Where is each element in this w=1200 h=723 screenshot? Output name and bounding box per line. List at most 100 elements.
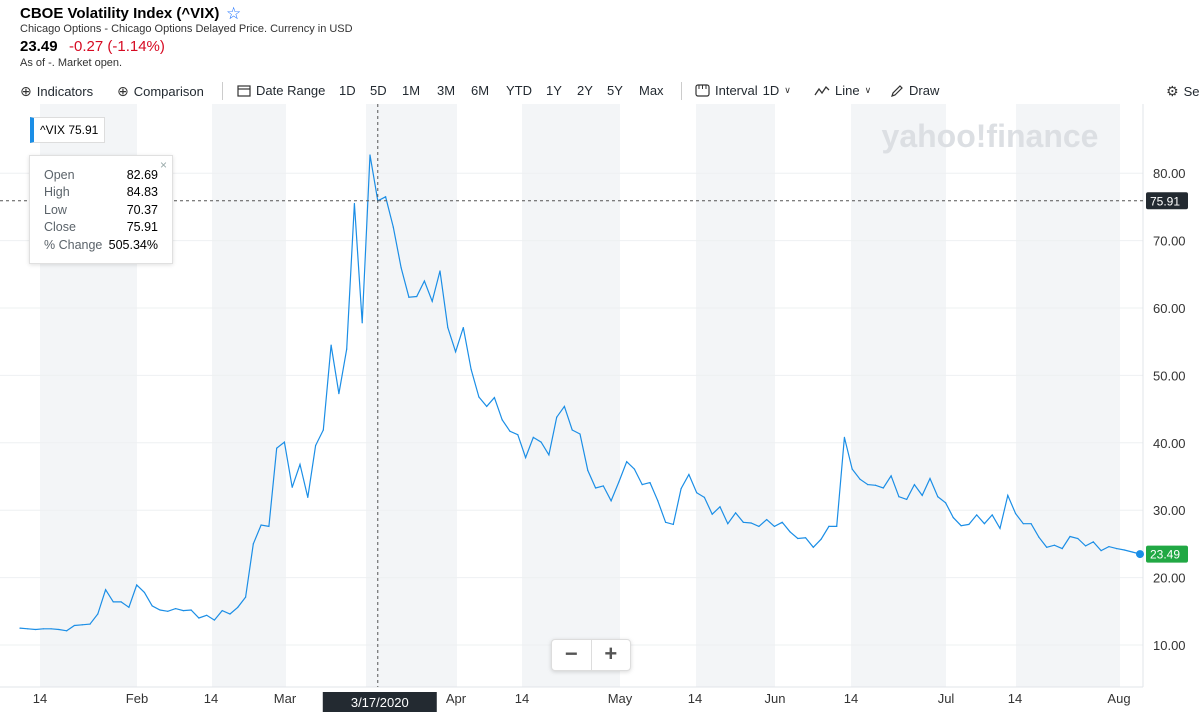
last-price-label: 23.49 xyxy=(1150,548,1180,562)
ohlc-value: 75.91 xyxy=(126,220,158,234)
series-point xyxy=(369,154,371,156)
series-point xyxy=(649,481,651,484)
month-band xyxy=(212,104,286,687)
series-point xyxy=(431,300,433,302)
month-bands xyxy=(40,104,1120,687)
range-max[interactable]: Max xyxy=(639,83,664,98)
month-band xyxy=(1016,104,1120,687)
zoom-in-button[interactable]: + xyxy=(604,641,618,666)
series-point xyxy=(1069,535,1071,538)
series-point xyxy=(999,527,1001,529)
quote-title: CBOE Volatility Index (^VIX) xyxy=(20,5,220,22)
close-icon[interactable]: × xyxy=(159,158,167,172)
range-1d[interactable]: 1D xyxy=(339,83,356,98)
ohlc-value: 82.69 xyxy=(126,168,158,182)
range-3m[interactable]: 3M xyxy=(437,83,456,98)
series-point xyxy=(524,457,527,459)
range-6m[interactable]: 6M xyxy=(471,83,490,98)
range-2y[interactable]: 2Y xyxy=(577,83,593,98)
range-5y[interactable]: 5Y xyxy=(607,83,623,98)
range-ytd[interactable]: YTD xyxy=(506,83,532,98)
month-band xyxy=(366,104,457,687)
series-point xyxy=(509,430,511,432)
zoom-controls: − + xyxy=(551,639,631,671)
series-point xyxy=(548,454,550,456)
range-5d[interactable]: 5D xyxy=(370,83,387,98)
series-point xyxy=(66,630,68,632)
comparison-button[interactable]: ⊕ Comparison xyxy=(117,83,204,100)
series-point xyxy=(532,436,534,439)
series-point xyxy=(1100,550,1102,552)
series-point xyxy=(1084,545,1087,547)
x-tick-label: 14 xyxy=(204,691,218,706)
series-point xyxy=(276,447,278,449)
zoom-out-button[interactable]: − xyxy=(564,641,578,666)
watchlist-star-icon[interactable]: ☆ xyxy=(226,4,242,23)
series-point xyxy=(641,483,643,486)
series-point xyxy=(657,500,659,502)
series-point xyxy=(478,396,480,398)
series-point xyxy=(237,606,239,608)
series-point xyxy=(229,613,231,615)
series-point xyxy=(921,494,923,496)
y-tick-label: 50.00 xyxy=(1153,368,1186,383)
series-point xyxy=(384,196,387,198)
y-tick-label: 40.00 xyxy=(1153,436,1186,451)
series-point xyxy=(773,525,776,527)
series-point xyxy=(579,433,581,435)
series-point xyxy=(346,348,348,350)
series-point xyxy=(812,546,814,548)
series-point xyxy=(314,444,317,447)
range-1m[interactable]: 1M xyxy=(402,83,421,98)
toolbar-divider xyxy=(681,82,682,100)
pencil-icon xyxy=(891,84,903,97)
series-point xyxy=(859,478,861,480)
series-point xyxy=(976,514,978,516)
range-1y[interactable]: 1Y xyxy=(546,83,562,98)
date-range-button[interactable]: Date Range xyxy=(237,83,325,98)
ohlc-label: High xyxy=(44,185,70,199)
series-point xyxy=(1030,523,1032,525)
series-point xyxy=(1061,548,1063,550)
series-point xyxy=(882,487,884,489)
chart-legend[interactable]: ^VIX 75.91 xyxy=(30,117,106,143)
series-point xyxy=(291,486,293,488)
crosshair-date-badge xyxy=(322,692,437,712)
series-point xyxy=(97,613,99,615)
settings-label: Se xyxy=(1183,84,1200,99)
series-point xyxy=(136,584,138,586)
x-tick-label: Aug xyxy=(1107,691,1130,706)
series-point xyxy=(944,502,947,504)
series-point xyxy=(727,523,729,525)
interval-button[interactable]: Interval 1D ∨ xyxy=(695,83,791,98)
series-point xyxy=(937,496,939,498)
series-point xyxy=(408,296,410,298)
series-point xyxy=(750,522,752,524)
series-point xyxy=(898,496,900,498)
y-tick-label: 60.00 xyxy=(1153,301,1186,316)
series-point xyxy=(867,483,869,486)
series-point xyxy=(361,322,363,324)
chevron-down-icon: ∨ xyxy=(864,85,872,95)
series-point xyxy=(307,496,309,498)
interval-value: 1D xyxy=(762,83,780,98)
toolbar-divider xyxy=(222,82,223,100)
series-point xyxy=(626,461,628,463)
series-point xyxy=(983,523,986,525)
series-point xyxy=(587,469,589,472)
series-point xyxy=(804,537,807,539)
settings-button[interactable]: ⚙ Se xyxy=(1166,83,1199,100)
draw-button[interactable]: Draw xyxy=(890,83,939,98)
plus-circle-icon: ⊕ xyxy=(20,83,32,99)
chart-type-button[interactable]: Line ∨ xyxy=(814,83,871,98)
series-point xyxy=(1092,541,1094,543)
quote-price: 23.49 xyxy=(20,38,58,55)
series-point xyxy=(252,543,254,545)
series-point xyxy=(610,500,612,502)
series-point xyxy=(486,405,488,408)
series-point xyxy=(439,270,441,272)
month-band xyxy=(851,104,946,687)
series-point xyxy=(766,519,768,521)
indicators-button[interactable]: ⊕ Indicators xyxy=(20,83,93,100)
series-point xyxy=(151,605,153,607)
